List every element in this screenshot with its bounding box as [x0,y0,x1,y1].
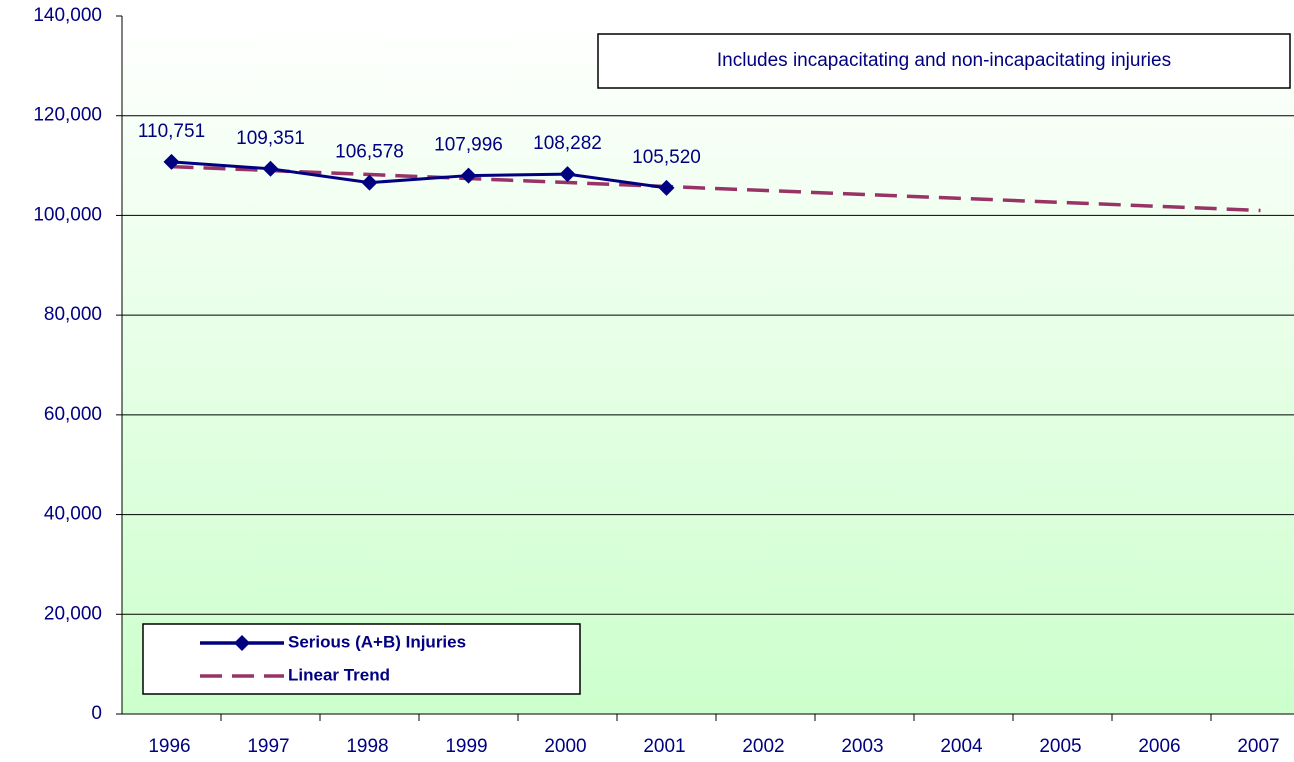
data-label: 110,751 [138,121,205,142]
y-tick-label: 40,000 [44,504,102,525]
data-point [658,179,675,196]
series-line [171,164,1261,213]
x-tick-label: 2003 [841,736,883,757]
y-tick-label: 20,000 [44,603,102,624]
data-point [361,174,378,191]
annotation-box [597,33,1291,89]
x-tick-label: 1996 [148,736,190,757]
x-tick-label: 1998 [346,736,388,757]
y-tick-label: 0 [91,703,102,724]
y-tick-label: 120,000 [33,105,102,126]
x-tick-label: 1997 [247,736,289,757]
data-label: 106,578 [335,142,404,163]
data-point [460,167,477,184]
x-tick-label: 2000 [544,736,586,757]
x-tick-label: 2006 [1138,736,1180,757]
x-tick-label: 1999 [445,736,487,757]
legend-marker [234,635,250,651]
data-point [262,160,279,177]
annotation: Includes incapacitating and non-incapaci… [717,50,1171,71]
y-tick-label: 140,000 [33,5,102,26]
data-label: 109,351 [236,128,305,149]
x-tick-label: 2001 [643,736,685,757]
data-label: 107,996 [434,135,503,156]
data-label: 108,282 [533,133,602,154]
x-tick-label: 2004 [940,736,983,757]
y-tick-label: 100,000 [33,204,102,225]
data-point [559,166,576,183]
x-tick-label: 2002 [742,736,784,757]
plot-area [122,16,1294,714]
x-tick-label: 2005 [1039,736,1081,757]
legend-label: Linear Trend [288,665,390,684]
data-point [163,153,180,170]
y-tick-label: 60,000 [44,404,102,425]
y-tick-label: 80,000 [44,304,102,325]
x-tick-label: 2007 [1237,736,1279,757]
data-label: 105,520 [632,147,701,168]
series-line [171,160,667,190]
legend-label: Serious (A+B) Injuries [288,632,466,651]
legend [142,623,581,695]
